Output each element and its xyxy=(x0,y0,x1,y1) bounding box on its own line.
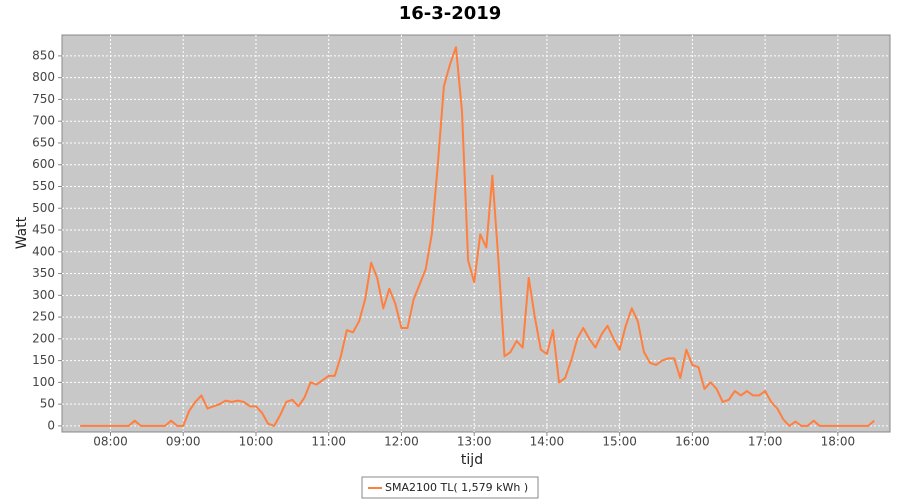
y-tick-label: 50 xyxy=(40,397,55,411)
y-tick-label: 200 xyxy=(32,331,55,345)
x-tick-label: 09:00 xyxy=(166,435,201,449)
x-tick-label: 15:00 xyxy=(602,435,637,449)
chart-title: 16-3-2019 xyxy=(399,3,502,24)
y-tick-label: 400 xyxy=(32,244,55,258)
y-tick-label: 450 xyxy=(32,223,55,237)
x-tick-label: 10:00 xyxy=(239,435,274,449)
y-tick-label: 300 xyxy=(32,288,55,302)
y-tick-label: 700 xyxy=(32,114,55,128)
data-line xyxy=(80,46,875,427)
y-tick-label: 100 xyxy=(32,375,55,389)
y-tick-label: 650 xyxy=(32,135,55,149)
x-axis-label: tijd xyxy=(461,452,483,468)
y-tick-label: 800 xyxy=(32,70,55,84)
plot-area xyxy=(61,34,891,433)
y-tick-label: 600 xyxy=(32,157,55,171)
x-tick-label: 11:00 xyxy=(311,435,346,449)
x-tick-label: 08:00 xyxy=(93,435,128,449)
x-tick-label: 18:00 xyxy=(821,435,856,449)
y-tick-label: 750 xyxy=(32,92,55,106)
y-tick-label: 150 xyxy=(32,353,55,367)
legend-label: SMA2100 TL( 1,579 kWh ) xyxy=(385,481,528,494)
y-tick-label: 850 xyxy=(32,48,55,62)
x-tick-label: 16:00 xyxy=(675,435,710,449)
y-tick-label: 0 xyxy=(47,418,55,432)
x-tick-label: 14:00 xyxy=(530,435,565,449)
y-axis-label: Watt xyxy=(14,216,30,249)
x-tick-label: 17:00 xyxy=(748,435,783,449)
legend-box xyxy=(361,476,539,499)
x-tick-label: 13:00 xyxy=(457,435,492,449)
x-tick-label: 12:00 xyxy=(384,435,419,449)
y-tick-label: 250 xyxy=(32,310,55,324)
y-tick-label: 350 xyxy=(32,266,55,280)
y-tick-label: 550 xyxy=(32,179,55,193)
y-tick-label: 500 xyxy=(32,201,55,215)
